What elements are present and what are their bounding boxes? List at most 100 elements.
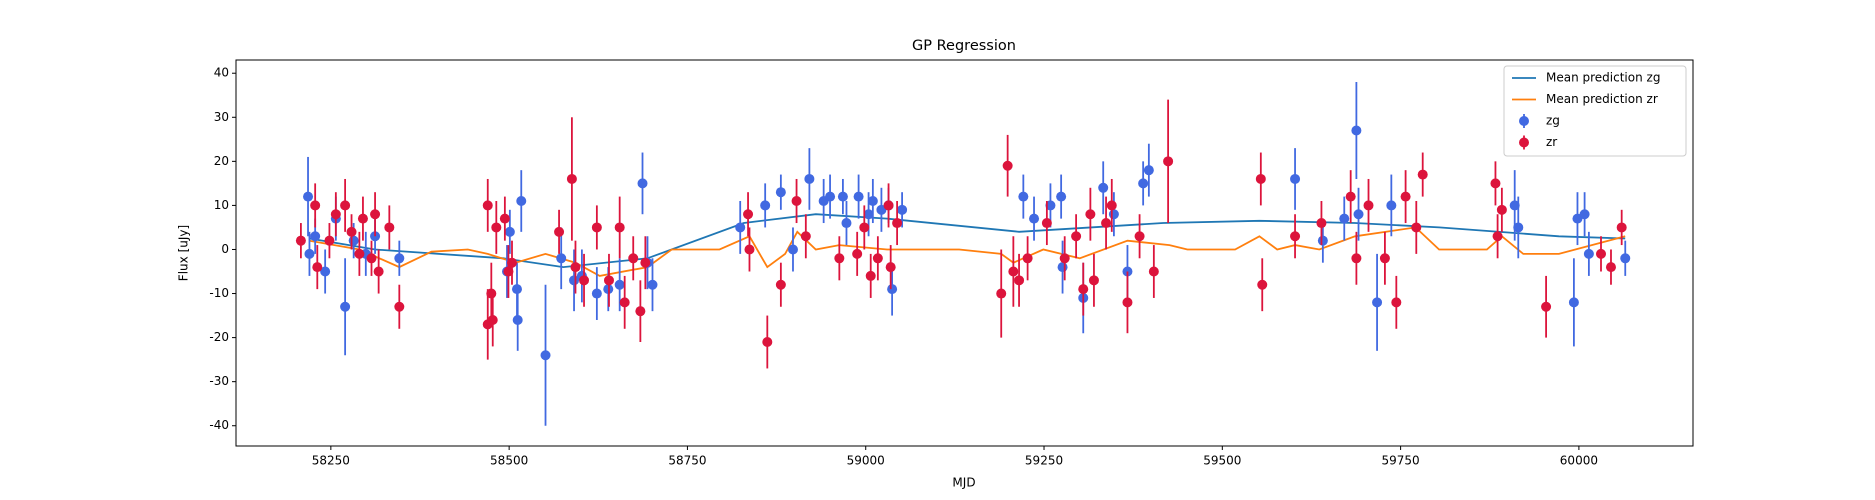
y-tick-label: 30 xyxy=(214,110,229,124)
point xyxy=(735,222,746,233)
point xyxy=(340,200,351,211)
point xyxy=(556,253,567,264)
axes-frame xyxy=(235,59,1694,447)
point xyxy=(1400,191,1411,202)
point xyxy=(1290,173,1301,184)
point xyxy=(834,253,845,264)
point xyxy=(614,222,625,233)
point xyxy=(887,284,898,295)
point xyxy=(825,191,836,202)
point xyxy=(340,301,351,312)
x-tick-label: 58500 xyxy=(490,454,528,468)
point xyxy=(1078,284,1089,295)
point xyxy=(320,266,331,277)
legend-box xyxy=(1503,65,1687,157)
point xyxy=(354,248,365,259)
point xyxy=(366,253,377,264)
x-tick-label: 58250 xyxy=(312,454,350,468)
legend-marker xyxy=(1519,137,1529,148)
point xyxy=(1014,275,1025,286)
point xyxy=(1059,253,1070,264)
point xyxy=(1071,231,1082,242)
point xyxy=(1098,182,1109,193)
point xyxy=(603,275,614,286)
y-tick-label: -10 xyxy=(209,286,229,300)
point xyxy=(1596,248,1607,259)
chart-title: GP Regression xyxy=(912,38,1016,54)
point xyxy=(867,196,878,207)
point xyxy=(579,275,590,286)
point xyxy=(370,209,381,220)
point xyxy=(1509,200,1520,211)
point xyxy=(312,262,323,273)
point xyxy=(1045,200,1056,211)
point xyxy=(1351,253,1362,264)
point xyxy=(1351,125,1362,136)
point xyxy=(635,306,646,317)
point xyxy=(1134,231,1145,242)
point xyxy=(310,231,321,242)
y-tick-label: 10 xyxy=(214,198,229,212)
point xyxy=(1101,218,1112,229)
point xyxy=(1379,253,1390,264)
point xyxy=(640,257,651,268)
point xyxy=(775,187,786,198)
point xyxy=(897,204,908,215)
point xyxy=(787,244,798,255)
point xyxy=(1513,222,1524,233)
point xyxy=(859,222,870,233)
point xyxy=(1417,169,1428,180)
point xyxy=(885,262,896,273)
legend-label: zg xyxy=(1546,114,1560,128)
point xyxy=(1620,253,1631,264)
legend: Mean prediction zg Mean prediction zr zg zr xyxy=(1503,65,1687,157)
point xyxy=(569,275,580,286)
point xyxy=(863,209,874,220)
x-tick-label: 59500 xyxy=(1203,454,1241,468)
point xyxy=(1041,218,1052,229)
point xyxy=(775,279,786,290)
point xyxy=(1163,156,1174,167)
point xyxy=(1022,253,1033,264)
point xyxy=(499,213,510,224)
x-tick-label: 59000 xyxy=(847,454,885,468)
y-tick-label: -20 xyxy=(209,330,229,344)
point xyxy=(637,178,648,189)
legend-label: Mean prediction zg xyxy=(1546,71,1660,85)
point xyxy=(647,279,658,290)
point xyxy=(487,314,498,325)
gp-line xyxy=(309,226,1626,277)
point xyxy=(1353,209,1364,220)
point xyxy=(628,253,639,264)
point xyxy=(1002,160,1013,171)
point xyxy=(295,235,306,246)
point xyxy=(357,213,368,224)
point xyxy=(346,226,357,237)
point xyxy=(1029,213,1040,224)
legend-label: Mean prediction zr xyxy=(1546,92,1658,106)
point xyxy=(800,231,811,242)
point xyxy=(760,200,771,211)
point xyxy=(837,191,848,202)
point xyxy=(1257,279,1268,290)
legend-marker xyxy=(1519,116,1529,126)
y-tick-label: 20 xyxy=(214,154,229,168)
point xyxy=(1148,266,1159,277)
point xyxy=(330,209,341,220)
point xyxy=(841,218,852,229)
point xyxy=(762,337,773,348)
point xyxy=(591,222,602,233)
point xyxy=(1490,178,1501,189)
point xyxy=(503,266,514,277)
point xyxy=(1411,222,1422,233)
point xyxy=(486,288,497,299)
point xyxy=(852,248,863,259)
point xyxy=(482,200,493,211)
point xyxy=(791,196,802,207)
point xyxy=(1138,178,1149,189)
point xyxy=(996,288,1007,299)
point xyxy=(1605,262,1616,273)
point xyxy=(1386,200,1397,211)
point xyxy=(570,262,581,273)
